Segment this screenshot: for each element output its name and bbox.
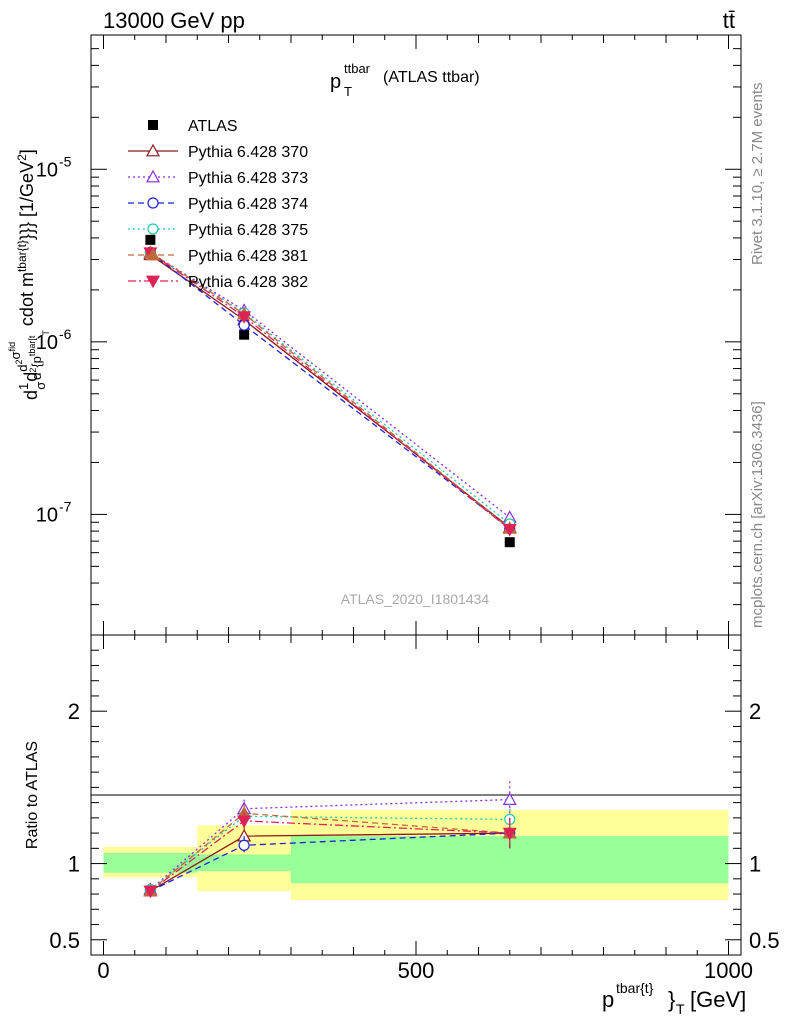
- ratio-ticks: [91, 635, 741, 955]
- rivet-label: Rivet 3.1.10, ≥ 2.7M events: [749, 83, 766, 266]
- legend-entry: Pythia 6.428 381: [128, 247, 308, 265]
- y-tick-base: 10: [36, 504, 58, 526]
- energy-label: 13000 GeV pp: [103, 8, 245, 33]
- legend-marker: [145, 143, 161, 157]
- ratio-y-axis-label: Ratio to ATLAS: [24, 741, 41, 849]
- legend-marker: [145, 169, 161, 183]
- legend-marker: [145, 247, 161, 261]
- ratio-line: [149, 798, 510, 890]
- data-point: [239, 329, 250, 340]
- xlabel-sup: tbar{t}: [616, 980, 654, 996]
- watermark: ATLAS_2020_I1801434: [341, 591, 490, 607]
- legend-entry: Pythia 6.428 382: [128, 274, 308, 291]
- uncertainty-band-inner: [197, 854, 291, 872]
- legend: ATLAS Pythia 6.428 370 Pythia 6.428 373 Pyt…: [128, 118, 308, 291]
- legend-marker: [147, 223, 159, 235]
- main-panel: 10-710-610-5 p ttbar T (ATLAS ttbar) ATL…: [7, 34, 742, 636]
- y-tick-base: 10: [36, 159, 58, 181]
- ratio-series-382: [143, 811, 517, 899]
- x-tick-label: 1000: [704, 958, 753, 983]
- legend-label: ATLAS: [188, 118, 238, 135]
- data-point: [504, 537, 515, 548]
- series-line: [150, 252, 511, 525]
- x-tick-label: 0: [97, 958, 109, 983]
- ratio-point: [502, 827, 517, 841]
- y-tick-exp: -6: [59, 326, 72, 342]
- legend-label: Pythia 6.428 382: [188, 274, 308, 291]
- ratio-y-tick-label-left: 0.5: [49, 928, 80, 953]
- ratio-y-tick-label-left: 2: [68, 699, 80, 724]
- ratio-y-tick-label-right: 0.5: [749, 928, 780, 953]
- legend-label: Pythia 6.428 381: [188, 248, 308, 265]
- ratio-point: [143, 885, 158, 899]
- uncertainty-band-inner: [103, 852, 198, 873]
- legend-marker: [147, 197, 159, 209]
- y-tick-exp: -7: [59, 498, 72, 514]
- mcplots-label: mcplots.cern.ch [arXiv:1306.3436]: [749, 401, 766, 628]
- ratio-y-tick-labels: 0.5 0.5 1 1 2 2: [49, 699, 779, 953]
- ratio-y-tick-label-right: 2: [749, 699, 761, 724]
- data-point: [145, 234, 156, 245]
- xlabel-unit: [GeV]: [690, 987, 746, 1012]
- legend-label: Pythia 6.428 373: [188, 170, 308, 187]
- x-tick-label: 500: [398, 958, 435, 983]
- main-y-axis-label: d1 σdd2σfidd2{ptbar[tTcdot mtbar{t}}}} [1…: [7, 149, 51, 400]
- y-tick-exp: -5: [59, 153, 72, 169]
- legend-entry: Pythia 6.428 374: [128, 196, 308, 213]
- title-sub: T: [344, 84, 352, 99]
- legend-entry: Pythia 6.428 373: [128, 169, 308, 187]
- x-axis-label: p tbar{t} } T [GeV]: [602, 980, 746, 1017]
- main-ticks: [91, 35, 741, 636]
- ratio-x-tick-labels: 0 500 1000: [97, 958, 753, 983]
- data-point: [502, 523, 517, 537]
- ratio-y-tick-label-left: 1: [68, 852, 80, 877]
- legend-label: Pythia 6.428 374: [188, 196, 308, 213]
- legend-label: Pythia 6.428 375: [188, 222, 308, 239]
- ratio-bands: [103, 810, 729, 901]
- legend-marker: [148, 120, 158, 130]
- ratio-series-layer: [143, 781, 517, 899]
- process-label: tt̄: [723, 8, 735, 33]
- main-y-tick-labels: 10-710-610-5: [36, 153, 72, 526]
- legend-marker: [145, 275, 161, 289]
- xlabel-sub: T: [676, 1001, 685, 1017]
- xlabel-brace: }: [668, 987, 675, 1012]
- plot-title: p ttbar T (ATLAS ttbar): [330, 61, 480, 99]
- legend-entry: ATLAS: [148, 118, 238, 135]
- legend-label: Pythia 6.428 370: [188, 144, 308, 161]
- xlabel-main: p: [602, 987, 614, 1012]
- ratio-line: [149, 815, 510, 890]
- legend-entry: Pythia 6.428 370: [128, 143, 308, 161]
- series-atlas: [145, 234, 515, 548]
- ratio-y-tick-label-right: 1: [749, 852, 761, 877]
- series-line: [149, 251, 511, 529]
- y-tick-base: 10: [36, 332, 58, 354]
- title-suffix: (ATLAS ttbar): [383, 69, 480, 86]
- title-main: p: [330, 71, 341, 93]
- ratio-panel: 0.5 0.5 1 1 2 2 0 500 1000 Ratio to ATLAS p tba…: [24, 634, 780, 1017]
- ratio-point: [237, 815, 252, 829]
- data-point: [237, 311, 252, 324]
- title-sup: ttbar: [344, 61, 371, 76]
- ratio-point: [238, 839, 250, 851]
- legend-entry: Pythia 6.428 375: [128, 222, 308, 239]
